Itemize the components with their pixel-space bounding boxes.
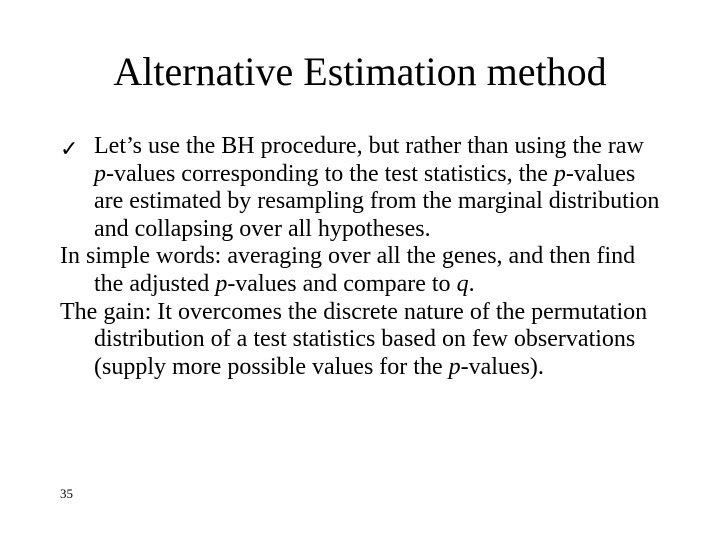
text-segment: Let’s use the BH procedure, but rather t… xyxy=(94,133,644,159)
check-icon: ✓ xyxy=(60,133,94,243)
paragraph-gain: The gain: It overcomes the discrete natu… xyxy=(60,299,660,382)
italic-q: q xyxy=(457,271,469,297)
text-segment: -values and compare to xyxy=(227,271,456,297)
page-number: 35 xyxy=(60,486,73,502)
paragraph-simple-words: In simple words: averaging over all the … xyxy=(60,243,660,298)
italic-p: p xyxy=(94,161,106,187)
italic-p: p xyxy=(449,354,461,380)
text-segment: -values corresponding to the test statis… xyxy=(106,161,554,187)
italic-p: p xyxy=(554,161,566,187)
bullet-item: ✓ Let’s use the BH procedure, but rather… xyxy=(60,133,660,243)
text-segment: . xyxy=(469,271,475,297)
text-segment: The gain: It overcomes the discrete natu… xyxy=(60,299,647,380)
slide-title: Alternative Estimation method xyxy=(60,48,660,95)
slide: Alternative Estimation method ✓ Let’s us… xyxy=(0,0,720,540)
text-segment: -values). xyxy=(461,354,544,380)
italic-p: p xyxy=(215,271,227,297)
bullet-text: Let’s use the BH procedure, but rather t… xyxy=(94,133,660,243)
slide-body: ✓ Let’s use the BH procedure, but rather… xyxy=(60,133,660,381)
